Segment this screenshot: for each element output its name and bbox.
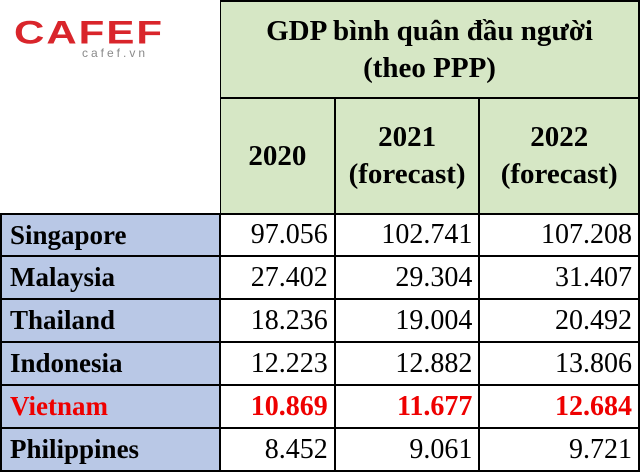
value-cell: 12.882 (333, 341, 481, 386)
value-cell: 12.684 (478, 384, 640, 429)
table-row: Thailand 18.236 19.004 20.492 (0, 298, 640, 343)
value-cell: 18.236 (219, 298, 336, 343)
cafef-site: cafef.vn (82, 46, 149, 60)
value-cell: 29.304 (333, 255, 481, 300)
title-line-2: (theo PPP) (363, 51, 496, 84)
value-cell: 31.407 (478, 255, 640, 300)
table-row: Philippines 8.452 9.061 9.721 (0, 427, 640, 472)
table-row: Malaysia 27.402 29.304 31.407 (0, 255, 640, 300)
country-malaysia: Malaysia (0, 255, 222, 300)
value-cell: 19.004 (333, 298, 481, 343)
value-cell: 27.402 (219, 255, 336, 300)
table-title: GDP bình quân đầu người (theo PPP) (219, 0, 640, 99)
title-line-1: GDP bình quân đầu người (266, 14, 593, 47)
value-cell: 102.741 (333, 213, 481, 257)
table-row: Singapore 97.056 102.741 107.208 (0, 213, 640, 257)
cafef-logo: CAFEF (14, 13, 164, 51)
table-row-highlighted: Vietnam 10.869 11.677 12.684 (0, 384, 640, 429)
value-cell: 10.869 (219, 384, 336, 429)
table-row: Indonesia 12.223 12.882 13.806 (0, 341, 640, 386)
value-cell: 12.223 (219, 341, 336, 386)
country-indonesia: Indonesia (0, 341, 222, 386)
col-header-2021: 2021 (forecast) (333, 97, 481, 215)
logo-area: CAFEF cafef.vn (0, 0, 220, 213)
value-cell: 8.452 (219, 427, 336, 472)
value-cell: 9.061 (333, 427, 481, 472)
col-header-2022: 2022 (forecast) (478, 97, 640, 215)
value-cell: 107.208 (478, 213, 640, 257)
value-cell: 97.056 (219, 213, 336, 257)
value-cell: 13.806 (478, 341, 640, 386)
col-header-2020: 2020 (219, 97, 336, 215)
country-vietnam: Vietnam (0, 384, 222, 429)
value-cell: 11.677 (333, 384, 481, 429)
value-cell: 9.721 (478, 427, 640, 472)
country-thailand: Thailand (0, 298, 222, 343)
country-singapore: Singapore (0, 213, 222, 257)
value-cell: 20.492 (478, 298, 640, 343)
country-philippines: Philippines (0, 427, 222, 472)
